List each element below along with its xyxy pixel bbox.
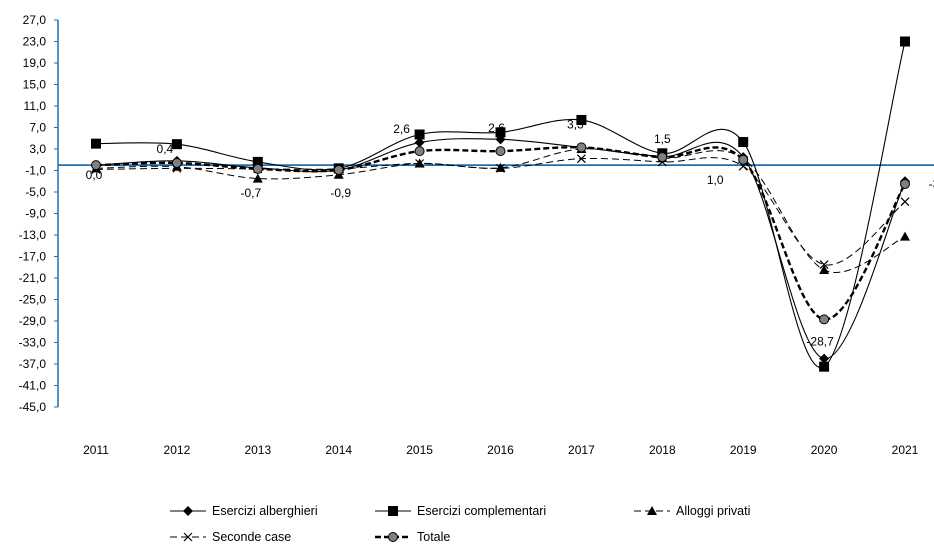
y-tick-label: -1,0 <box>25 164 46 178</box>
data-point <box>900 197 910 207</box>
data-point <box>900 231 910 241</box>
data-point <box>495 162 506 172</box>
data-point <box>333 164 344 175</box>
y-tick-label: -33,0 <box>19 336 47 350</box>
y-tick-label: -37,0 <box>19 357 47 371</box>
data-point <box>495 127 506 138</box>
y-tick-label: 15,0 <box>23 78 47 92</box>
legend-label: Seconde case <box>212 530 291 544</box>
y-tick-label: 3,0 <box>29 142 46 156</box>
legend-label: Esercizi complementari <box>417 504 546 518</box>
data-label: -0,7 <box>240 186 261 200</box>
data-label: 2,6 <box>488 121 505 135</box>
data-point <box>657 152 668 163</box>
data-labels: 0,0 0,4 -0,7 -0,9 2,6 2,6 3,3 1,5 1,0 -28,7 -3,5 <box>86 117 934 348</box>
legend-marker <box>388 532 398 542</box>
y-axis: 27,0 23,0 19,0 15,0 11,0 7,0 3,0 -1,0 -5,0 -9,0 -1… <box>19 13 59 414</box>
data-label: 0,4 <box>157 142 174 156</box>
data-point <box>576 142 587 153</box>
data-point <box>819 260 829 269</box>
data-point <box>738 154 749 165</box>
data-point <box>819 264 830 274</box>
data-point <box>819 353 830 364</box>
series-layer <box>91 36 910 372</box>
data-label: 2,6 <box>393 122 410 136</box>
legend-marker <box>183 506 193 516</box>
data-point <box>252 163 263 174</box>
x-tick-label: 2014 <box>325 443 352 457</box>
data-point <box>415 159 425 168</box>
data-point <box>576 114 587 125</box>
y-tick-label: 11,0 <box>24 99 47 113</box>
y-tick-label: 7,0 <box>29 121 46 135</box>
legend-item: Seconde case <box>170 530 291 544</box>
y-tick-label: -41,0 <box>19 379 47 393</box>
data-point <box>819 314 830 325</box>
data-point <box>171 157 182 168</box>
x-tick-label: 2018 <box>649 443 676 457</box>
legend-marker <box>647 506 657 515</box>
x-tick-label: 2012 <box>164 443 191 457</box>
data-point <box>900 36 910 47</box>
data-point <box>91 160 101 171</box>
legend-marker <box>388 506 398 516</box>
x-tick-label: 2013 <box>244 443 271 457</box>
x-tick-label: 2020 <box>811 443 838 457</box>
data-label: 3,3 <box>567 117 584 131</box>
series-esercizi-complementari <box>91 36 910 372</box>
x-tick-label: 2015 <box>406 443 433 457</box>
series-totale <box>91 142 910 325</box>
series-line <box>95 41 906 368</box>
y-tick-label: 19,0 <box>23 56 47 70</box>
legend-item: Esercizi complementari <box>375 504 546 518</box>
data-point <box>819 361 830 372</box>
y-tick-label: 27,0 <box>23 13 47 27</box>
data-point <box>495 146 506 157</box>
data-label: -0,9 <box>330 186 351 200</box>
data-point <box>414 129 425 140</box>
data-point <box>252 173 263 183</box>
data-point <box>576 154 586 164</box>
series-line <box>95 157 906 266</box>
data-point <box>900 178 910 189</box>
x-tick-label: 2011 <box>83 443 109 457</box>
y-tick-label: -21,0 <box>19 271 47 285</box>
data-point <box>252 156 263 167</box>
data-point <box>91 138 101 149</box>
legend-item: Alloggi privati <box>634 504 750 518</box>
legend-label: Esercizi alberghieri <box>212 504 318 518</box>
y-tick-label: -17,0 <box>19 250 47 264</box>
legend-item: Esercizi alberghieri <box>170 504 318 518</box>
y-tick-label: -29,0 <box>19 314 47 328</box>
data-point <box>414 137 425 148</box>
x-tick-label: 2021 <box>892 443 919 457</box>
y-tick-label: -25,0 <box>19 293 47 307</box>
legend-label: Alloggi privati <box>676 504 750 518</box>
x-tick-label: 2016 <box>487 443 514 457</box>
x-tick-label: 2019 <box>730 443 757 457</box>
y-tick-label: -13,0 <box>19 228 47 242</box>
data-point <box>496 163 505 173</box>
data-point <box>171 139 182 150</box>
data-label: -28,7 <box>806 334 834 348</box>
data-point <box>738 137 749 148</box>
data-point <box>414 146 425 157</box>
y-tick-label: 23,0 <box>23 35 47 49</box>
legend-marker <box>183 532 193 542</box>
y-tick-label: -5,0 <box>25 185 46 199</box>
series-line <box>95 148 906 273</box>
data-label: -3,5 <box>929 177 934 191</box>
y-tick-label: -45,0 <box>19 400 47 414</box>
data-label: 1,5 <box>654 132 671 146</box>
legend-item: Totale <box>375 530 450 544</box>
x-tick-label: 2017 <box>568 443 595 457</box>
data-label: 1,0 <box>707 173 724 187</box>
legend: Esercizi alberghieri Esercizi complementa… <box>170 504 750 544</box>
data-label: 0,0 <box>86 168 103 182</box>
legend-label: Totale <box>417 530 450 544</box>
y-tick-label: -9,0 <box>25 207 46 221</box>
x-axis: 2011 2012 2013 2014 2015 2016 2017 2018 2019 2020… <box>58 164 934 457</box>
